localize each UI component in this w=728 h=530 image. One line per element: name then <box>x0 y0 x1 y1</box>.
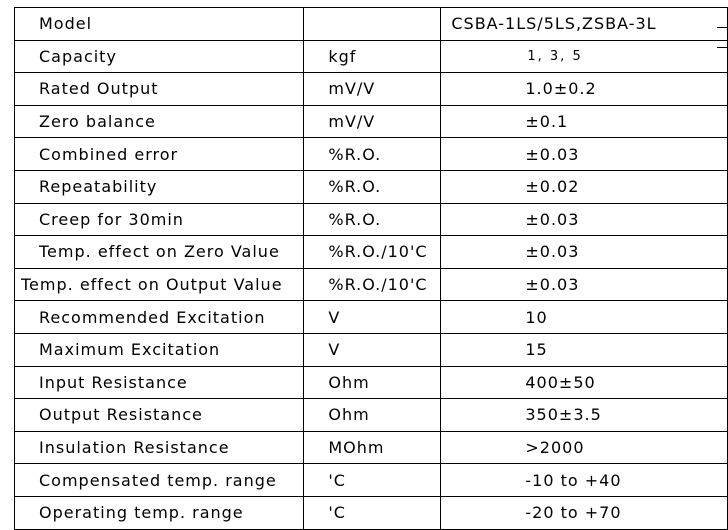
value-cell: >2000 <box>440 430 728 465</box>
param-cell: Maximum Excitation <box>13 332 305 367</box>
value-cell: 10 <box>440 300 728 334</box>
param-cell: Insulation Resistance <box>13 430 305 465</box>
param-cell: Zero balance <box>13 104 305 139</box>
unit-cell: %R.O. <box>303 137 442 171</box>
unit-cell: 'C <box>303 463 442 497</box>
value-cell: 1, 3, 5 <box>440 39 728 74</box>
table-row: Insulation Resistance MOhm >2000 <box>13 430 728 465</box>
unit-cell: %R.O. <box>303 169 442 204</box>
param-cell: Creep for 30min <box>13 202 305 237</box>
value-cell: -20 to +70 <box>440 495 728 530</box>
param-cell: Temp. effect on Zero Value <box>13 235 305 269</box>
table-row: Repeatability %R.O. ±0.02 <box>13 169 728 204</box>
table-row: Maximum Excitation V 15 <box>13 332 728 367</box>
param-cell: Output Resistance <box>13 398 305 432</box>
table-row: Recommended Excitation V 10 <box>13 300 728 334</box>
value-cell: 15 <box>440 332 728 367</box>
value-cell: CSBA-1LS/5LS,ZSBA-3L <box>440 7 728 41</box>
table-row: Temp. effect on Output Value %R.O./10'C … <box>13 267 728 302</box>
spec-table: Model CSBA-1LS/5LS,ZSBA-3L Capacity kgf … <box>13 7 728 530</box>
unit-cell: mV/V <box>303 72 442 106</box>
param-cell: Temp. effect on Output Value <box>13 267 305 302</box>
unit-cell: kgf <box>303 39 442 74</box>
unit-cell: Ohm <box>303 365 442 400</box>
unit-cell: MOhm <box>303 430 442 465</box>
param-cell: Combined error <box>13 137 305 171</box>
table-row: Model CSBA-1LS/5LS,ZSBA-3L <box>13 7 728 41</box>
value-cell: ±0.1 <box>440 104 728 139</box>
unit-cell <box>303 7 442 41</box>
param-cell: Operating temp. range <box>13 495 305 530</box>
unit-cell: Ohm <box>303 398 442 432</box>
value-cell: 1.0±0.2 <box>440 72 728 106</box>
table-row: Operating temp. range 'C -20 to +70 <box>13 495 728 530</box>
param-cell: Repeatability <box>13 169 305 204</box>
table-row: Combined error %R.O. ±0.03 <box>13 137 728 171</box>
value-cell: ±0.03 <box>440 235 728 269</box>
param-cell: Capacity <box>13 39 305 74</box>
unit-cell: 'C <box>303 495 442 530</box>
table-row: Zero balance mV/V ±0.1 <box>13 104 728 139</box>
unit-cell: V <box>303 300 442 334</box>
edge-tick-mark <box>717 27 728 28</box>
table-row: Rated Output mV/V 1.0±0.2 <box>13 72 728 106</box>
unit-cell: %R.O. <box>303 202 442 237</box>
unit-cell: %R.O./10'C <box>303 235 442 269</box>
value-cell: ±0.03 <box>440 137 728 171</box>
param-cell: Input Resistance <box>13 365 305 400</box>
value-cell: 350±3.5 <box>440 398 728 432</box>
unit-cell: V <box>303 332 442 367</box>
table-row: Compensated temp. range 'C -10 to +40 <box>13 463 728 497</box>
value-cell: ±0.02 <box>440 169 728 204</box>
table-row: Input Resistance Ohm 400±50 <box>13 365 728 400</box>
value-cell: -10 to +40 <box>440 463 728 497</box>
value-cell: ±0.03 <box>440 267 728 302</box>
param-cell: Rated Output <box>13 72 305 106</box>
param-cell: Recommended Excitation <box>13 300 305 334</box>
table-row: Capacity kgf 1, 3, 5 <box>13 39 728 74</box>
param-cell: Model <box>13 7 305 41</box>
table-row: Creep for 30min %R.O. ±0.03 <box>13 202 728 237</box>
param-cell: Compensated temp. range <box>13 463 305 497</box>
unit-cell: mV/V <box>303 104 442 139</box>
table-row: Temp. effect on Zero Value %R.O./10'C ±0… <box>13 235 728 269</box>
edge-tick-mark <box>717 47 728 48</box>
unit-cell: %R.O./10'C <box>303 267 442 302</box>
value-cell: 400±50 <box>440 365 728 400</box>
value-cell: ±0.03 <box>440 202 728 237</box>
table-row: Output Resistance Ohm 350±3.5 <box>13 398 728 432</box>
